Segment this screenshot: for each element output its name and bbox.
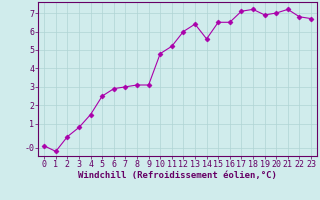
X-axis label: Windchill (Refroidissement éolien,°C): Windchill (Refroidissement éolien,°C) — [78, 171, 277, 180]
